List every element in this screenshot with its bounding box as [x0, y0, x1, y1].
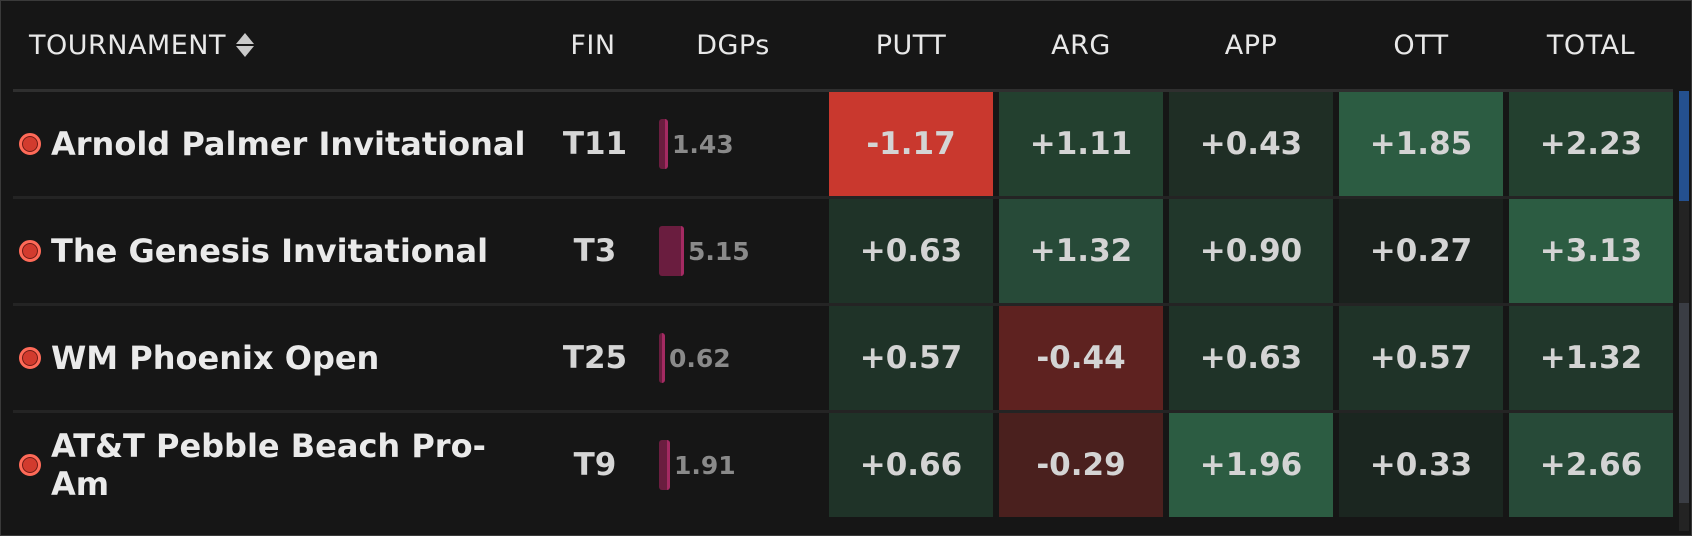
dgps-cell: 1.91: [659, 413, 809, 517]
finish-position: T9: [573, 447, 617, 483]
column-header-total[interactable]: TOTAL: [1508, 1, 1674, 89]
sg-putt-value: +0.66: [829, 413, 993, 517]
column-header-arg[interactable]: ARG: [998, 1, 1164, 89]
column-header-arg-label: ARG: [1051, 29, 1111, 61]
dgps-bar: [659, 333, 665, 383]
tournament-name[interactable]: Arnold Palmer Invitational: [51, 125, 526, 163]
vertical-scrollbar[interactable]: [1679, 91, 1689, 531]
sg-app-value: +0.90: [1169, 199, 1333, 303]
table-row[interactable]: The Genesis Invitational T3 5.15 +0.63 +1.32…: [13, 199, 1673, 307]
sg-ott-value: +0.57: [1339, 306, 1503, 410]
sg-app-value: +0.43: [1169, 92, 1333, 196]
column-header-dgps[interactable]: DGPs: [658, 1, 808, 89]
column-header-app-label: APP: [1224, 29, 1278, 61]
sg-app-value: +0.63: [1169, 306, 1333, 410]
table-row[interactable]: Arnold Palmer Invitational T11 1.43 -1.17 +1…: [13, 92, 1673, 200]
finish-position: T3: [573, 233, 617, 269]
column-header-putt-label: PUTT: [875, 29, 947, 61]
dgps-value: 5.15: [688, 236, 750, 266]
column-header-fin-label: FIN: [570, 29, 616, 61]
column-header-dgps-label: DGPs: [696, 29, 770, 61]
status-dot-icon: [19, 240, 41, 262]
dgps-cell: 0.62: [659, 306, 809, 410]
sg-app-value: +1.96: [1169, 413, 1333, 517]
sg-arg-value: -0.44: [999, 306, 1163, 410]
column-header-putt[interactable]: PUTT: [828, 1, 994, 89]
tournament-name[interactable]: The Genesis Invitational: [51, 232, 489, 270]
sg-ott-value: +0.33: [1339, 413, 1503, 517]
sg-arg-value: +1.11: [999, 92, 1163, 196]
sg-total-value: +1.32: [1509, 306, 1673, 410]
sg-putt-value: +0.63: [829, 199, 993, 303]
tournament-name-cell: AT&T Pebble Beach Pro-Am: [13, 413, 533, 517]
dgps-value: 1.43: [672, 129, 734, 159]
tournament-name-cell: WM Phoenix Open: [13, 306, 533, 410]
dgps-bar: [659, 119, 668, 169]
dgps-value: 1.91: [674, 450, 736, 480]
sg-arg-value: -0.29: [999, 413, 1163, 517]
column-header-total-label: TOTAL: [1546, 29, 1636, 61]
dgps-bar: [659, 226, 684, 276]
tournament-name-cell: The Genesis Invitational: [13, 199, 533, 303]
tournament-name-cell: Arnold Palmer Invitational: [13, 92, 533, 196]
column-header-app[interactable]: APP: [1168, 1, 1334, 89]
finish-position: T25: [562, 340, 628, 376]
dgps-cell: 1.43: [659, 92, 809, 196]
table-header: TOURNAMENT FIN DGPs PUTT ARG APP OTT TOT…: [13, 1, 1673, 92]
column-header-tournament-label: TOURNAMENT: [29, 29, 226, 61]
sort-icon[interactable]: [235, 31, 254, 59]
sg-total-value: +3.13: [1509, 199, 1673, 303]
sg-total-value: +2.66: [1509, 413, 1673, 517]
table-row[interactable]: WM Phoenix Open T25 0.62 +0.57 -0.44 +0.63 +0.…: [13, 306, 1673, 414]
sg-ott-value: +1.85: [1339, 92, 1503, 196]
row-divider: [13, 196, 1673, 199]
sg-putt-value: +0.57: [829, 306, 993, 410]
column-header-ott[interactable]: OTT: [1338, 1, 1504, 89]
dgps-value: 0.62: [669, 343, 731, 373]
scrollbar-thumb[interactable]: [1679, 303, 1689, 503]
column-header-fin[interactable]: FIN: [533, 1, 653, 89]
sg-ott-value: +0.27: [1339, 199, 1503, 303]
finish-position: T11: [562, 126, 628, 162]
status-dot-icon: [19, 133, 41, 155]
sg-arg-value: +1.32: [999, 199, 1163, 303]
sg-putt-value: -1.17: [829, 92, 993, 196]
row-divider: [13, 303, 1673, 306]
table-row[interactable]: AT&T Pebble Beach Pro-Am T9 1.91 +0.66 -0.29…: [13, 413, 1673, 521]
dgps-cell: 5.15: [659, 199, 809, 303]
column-header-tournament[interactable]: TOURNAMENT: [13, 1, 549, 89]
scrollbar-thumb-highlight[interactable]: [1679, 91, 1689, 201]
sg-total-value: +2.23: [1509, 92, 1673, 196]
tournament-results-table: TOURNAMENT FIN DGPs PUTT ARG APP OTT TOT…: [13, 1, 1673, 521]
tournament-name[interactable]: WM Phoenix Open: [51, 339, 380, 377]
column-header-ott-label: OTT: [1393, 29, 1449, 61]
tournament-name[interactable]: AT&T Pebble Beach Pro-Am: [51, 427, 486, 503]
table-body: Arnold Palmer Invitational T11 1.43 -1.17 +1…: [13, 92, 1673, 521]
dgps-bar: [659, 440, 670, 490]
status-dot-icon: [19, 347, 41, 369]
row-divider: [13, 410, 1673, 413]
status-dot-icon: [19, 454, 41, 476]
